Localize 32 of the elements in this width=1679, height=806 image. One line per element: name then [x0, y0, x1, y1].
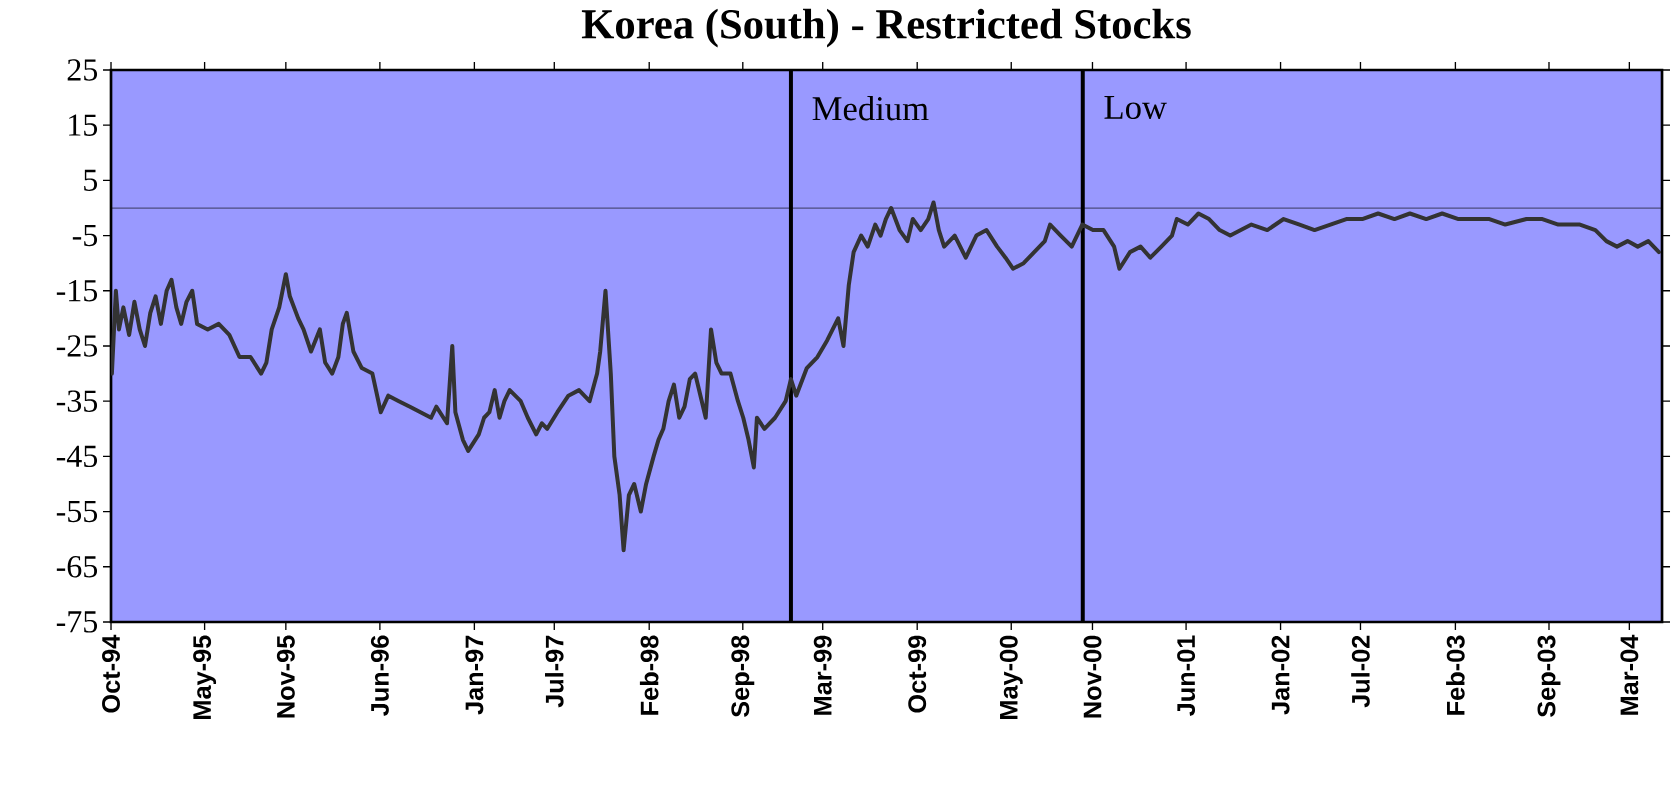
x-tick-label: Jun-01 — [1177, 635, 1196, 716]
ref-line-label: Low — [1104, 96, 1167, 120]
y-tick-label: -35 — [56, 390, 98, 412]
x-tick-label: Sep-98 — [731, 635, 755, 718]
x-tick-label: Sep-03 — [1537, 635, 1561, 718]
y-tick-label: 5 — [84, 169, 98, 192]
x-tick-label: Nov-00 — [1083, 635, 1102, 718]
ref-line-label: Medium — [812, 96, 929, 121]
y-tick-label: -25 — [56, 335, 98, 357]
x-tick-label: Jul-97 — [544, 635, 564, 708]
x-tick-label: Oct-99 — [908, 635, 927, 713]
x-tick-label: Jun-96 — [370, 635, 389, 716]
y-tick-label: 25 — [67, 59, 98, 81]
x-tick-label: Mar-99 — [813, 635, 832, 715]
chart-title: Korea (South) - Restricted Stocks — [581, 8, 1191, 48]
x-tick-label: Jul-02 — [1351, 635, 1370, 708]
x-tick-label: Oct-94 — [102, 634, 120, 713]
x-tick-label: Nov-95 — [276, 635, 295, 718]
x-tick-label: Jan-97 — [465, 635, 484, 715]
y-tick-label: -5 — [72, 224, 98, 247]
x-tick-label: Feb-98 — [639, 635, 659, 715]
y-tick-label: -65 — [56, 556, 98, 578]
y-tick-label: 15 — [69, 114, 98, 136]
x-tick-label: May-95 — [193, 635, 217, 719]
y-tick-label: -75 — [56, 611, 98, 633]
x-tick-label: May-00 — [999, 635, 1023, 719]
y-tick-label: -15 — [56, 280, 98, 302]
y-tick-label: -45 — [56, 445, 98, 468]
x-tick-label: Jan-02 — [1271, 635, 1290, 715]
x-tick-label: Mar-04 — [1620, 634, 1639, 715]
x-tick-label: Feb-03 — [1446, 635, 1465, 715]
y-tick-label: -55 — [56, 500, 98, 523]
